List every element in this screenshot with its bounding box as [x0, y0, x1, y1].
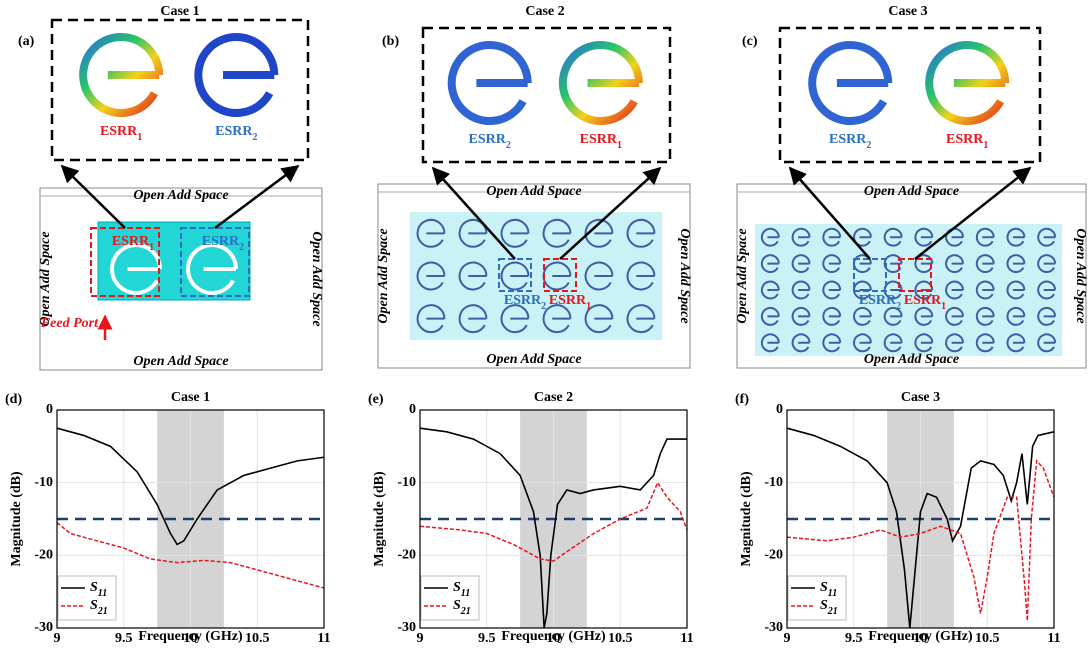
- x-tick-label: 10.5: [608, 631, 633, 644]
- open-space-label: Open Add Space: [133, 354, 228, 369]
- panel-title: Case 1: [160, 4, 199, 19]
- esrr-shape: [929, 45, 1005, 121]
- esrr-shape: [83, 37, 159, 113]
- esrr-label: ESRR1: [100, 124, 142, 143]
- panel-label: (b): [382, 34, 399, 49]
- open-space-label: Open Add Space: [486, 184, 581, 199]
- zoom-box: [780, 28, 1040, 162]
- y-tick-label: -30: [397, 620, 416, 635]
- figure: (a) Case 1 ESRR1 ESRR2 ESRR1 ESRR2 Open Add Sp…: [0, 0, 1088, 644]
- legend-label: S21: [820, 598, 838, 617]
- esrr-label: ESRR2: [215, 124, 257, 143]
- legend-label: S11: [90, 580, 107, 599]
- panel-label: (a): [18, 34, 35, 49]
- y-tick-label: -30: [764, 620, 783, 635]
- x-tick-label: 9: [417, 631, 424, 644]
- x-tick-label: 10: [914, 631, 928, 644]
- x-tick-label: 11: [1047, 631, 1060, 644]
- x-tick-label: 10.5: [975, 631, 1000, 644]
- y-axis-label: Magnitude (dB): [9, 471, 24, 567]
- y-tick-label: 0: [46, 402, 53, 417]
- x-tick-label: 9.5: [478, 631, 496, 644]
- x-tick-label: 9.5: [845, 631, 863, 644]
- open-space-label: Open Add Space: [133, 188, 228, 203]
- open-space-label: Open Add Space: [486, 352, 581, 367]
- y-axis-label: Magnitude (dB): [739, 471, 754, 567]
- y-tick-label: 0: [776, 402, 783, 417]
- chart-title: Case 3: [901, 390, 940, 405]
- substrate: [410, 212, 662, 340]
- panel-label: (c): [742, 34, 758, 49]
- esrr-shape: [198, 37, 274, 113]
- open-space-label: Open Add Space: [1073, 228, 1088, 323]
- y-tick-label: -30: [34, 620, 53, 635]
- panel-title: Case 2: [525, 4, 564, 19]
- y-tick-label: 0: [409, 402, 416, 417]
- chart-title: Case 2: [534, 390, 573, 405]
- esrr-shape: [563, 45, 639, 121]
- x-tick-label: 10: [184, 631, 198, 644]
- esrr-label: ESRR1: [946, 132, 988, 151]
- y-tick-label: -20: [34, 548, 53, 563]
- open-space-label: Open Add Space: [864, 352, 959, 367]
- page: {"panels":[ {"label":"(a)","title":"Case…: [0, 0, 1088, 649]
- open-space-label: Open Add Space: [376, 228, 391, 323]
- y-axis-label: Magnitude (dB): [372, 471, 387, 567]
- esrr-label: ESRR2: [829, 132, 871, 151]
- esrr-label: ESRR1: [580, 132, 622, 151]
- zoom-box: [423, 28, 670, 162]
- panel-label: (d): [5, 392, 22, 407]
- open-space-label: Open Add Space: [735, 228, 750, 323]
- panel-label: (e): [368, 392, 384, 407]
- esrr-shape: [452, 45, 528, 121]
- x-tick-label: 10.5: [245, 631, 270, 644]
- y-tick-label: -10: [34, 475, 53, 490]
- y-tick-label: -10: [397, 475, 416, 490]
- legend-label: S11: [820, 580, 837, 599]
- y-tick-label: -20: [397, 548, 416, 563]
- zoom-arrow: [62, 166, 125, 228]
- legend-label: S11: [453, 580, 470, 599]
- x-tick-label: 9: [784, 631, 791, 644]
- feed-port-label: Feed Port: [40, 316, 99, 331]
- panel-label: (f): [735, 392, 749, 407]
- open-space-label: Open Add Space: [864, 184, 959, 199]
- panel-title: Case 3: [888, 4, 927, 19]
- x-tick-label: 9.5: [115, 631, 133, 644]
- legend-label: S21: [90, 598, 108, 617]
- x-tick-label: 11: [317, 631, 330, 644]
- x-tick-label: 9: [54, 631, 61, 644]
- esrr-shape: [812, 45, 888, 121]
- open-space-label: Open Add Space: [38, 231, 53, 326]
- y-tick-label: -10: [764, 475, 783, 490]
- x-tick-label: 10: [547, 631, 561, 644]
- open-space-label: Open Add Space: [677, 228, 692, 323]
- y-tick-label: -20: [764, 548, 783, 563]
- open-space-label: Open Add Space: [309, 231, 324, 326]
- x-tick-label: 11: [680, 631, 693, 644]
- chart-title: Case 1: [171, 390, 210, 405]
- legend-label: S21: [453, 598, 471, 617]
- esrr-label: ESRR2: [469, 132, 511, 151]
